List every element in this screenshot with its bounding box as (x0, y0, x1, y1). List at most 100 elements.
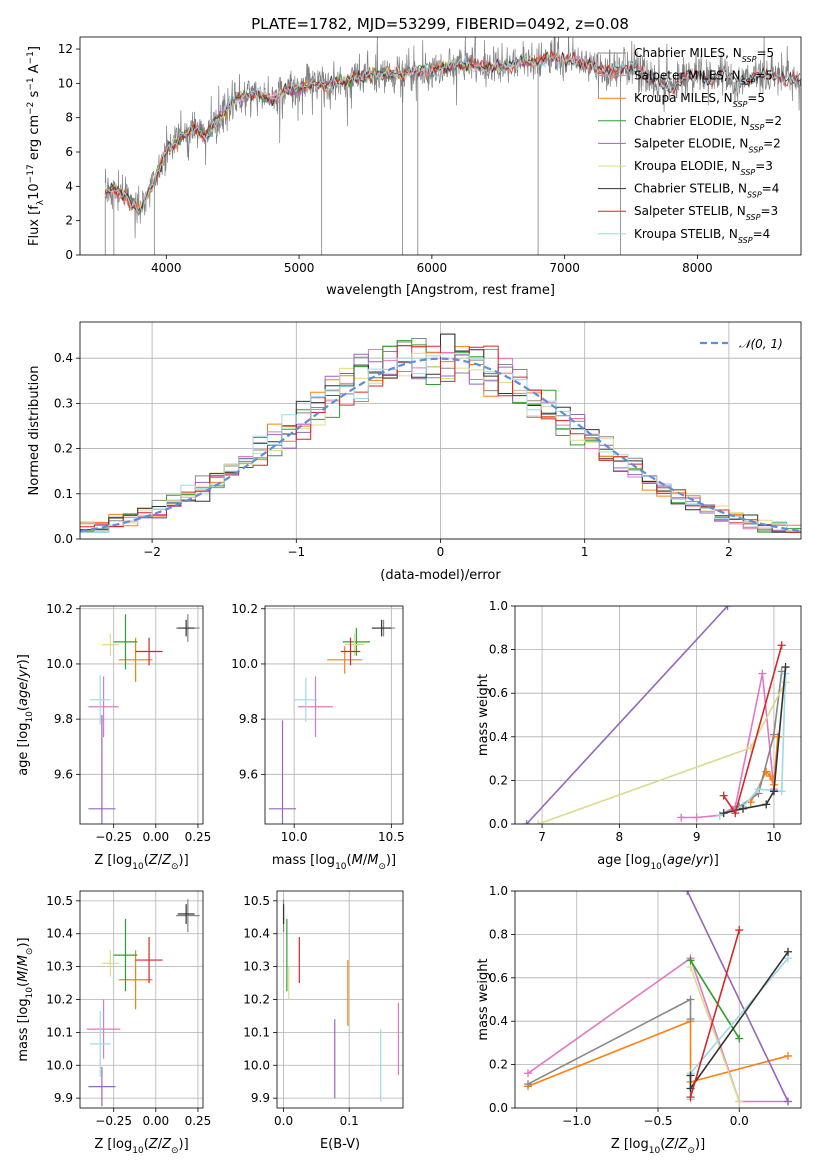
mass-vs-ebv-xtick-label: 0.0 (274, 1114, 293, 1128)
weight-marker (524, 1069, 532, 1078)
weight-marker (769, 730, 778, 739)
weight-vs-Z-axes: −1.0 −0.5 0.0 0.0 0.2 0.4 0.6 0.8 1.0 Z [log10(Z/… (476, 884, 802, 1156)
weight-vs-age-xtick-label: 9 (693, 830, 701, 844)
mass-vs-ebv-frame (276, 890, 404, 1109)
age-vs-Z-frame (79, 605, 204, 825)
weight-marker (739, 804, 748, 813)
spectrum-plot (104, 37, 801, 255)
mass-vs-Z-ylabel: mass [log10(M/M⊙)] (16, 937, 35, 1061)
mass-vs-Z-ytick-label: 10.0 (46, 1058, 73, 1072)
mass-vs-ebv-ytick-label: 10.0 (243, 1058, 270, 1072)
weight-vs-age-xtick-label: 8 (616, 830, 624, 844)
residuals-xtick-label: 1 (581, 545, 589, 559)
weight-marker (731, 809, 740, 818)
residual-legend-label: 𝒩(0, 1) (739, 337, 783, 351)
residuals-xtick-label: 0 (437, 545, 445, 559)
weight-marker (758, 669, 767, 678)
weight-marker (683, 891, 692, 895)
weight-vs-Z-frame (514, 890, 802, 1109)
mass-vs-Z-xtick-label: 0.00 (142, 1114, 169, 1128)
weight-vs-age-frame (514, 605, 802, 825)
weight-marker (677, 813, 686, 822)
residuals-plot (80, 333, 801, 533)
weight-marker (524, 1080, 532, 1089)
mass-vs-Z-ytick-label: 9.9 (54, 1091, 73, 1105)
age-vs-mass-ytick-label: 9.8 (239, 712, 258, 726)
legend-label: Chabrier STELIB, NSSP=4 (634, 182, 779, 200)
spectrum-xlabel: wavelength [Angstrom, rest frame] (326, 283, 555, 298)
model-fit-line (104, 52, 801, 215)
age-vs-Z-xtick-label: 0.25 (185, 830, 212, 844)
weight-marker (769, 787, 778, 796)
weight-vs-age-ytick-label: 0.6 (489, 686, 508, 700)
residuals-xtick-label: 2 (725, 545, 733, 559)
age-vs-Z-ytick-label: 9.8 (54, 712, 73, 726)
spectrum-legend: Chabrier MILES, NSSP=5 Salpeter MILES, NS… (598, 46, 782, 244)
mass-vs-Z-ytick-label: 10.4 (46, 927, 73, 941)
age-vs-mass-ytick-label: 10.0 (231, 657, 258, 671)
spectrum-frame (79, 36, 802, 256)
weight-marker (692, 813, 701, 822)
residual-histogram (80, 353, 801, 533)
legend-label: Chabrier ELODIE, NSSP=2 (634, 114, 782, 132)
weight-line (689, 929, 741, 1098)
weight-vs-Z-xlabel: Z [log10(Z/Z⊙)] (611, 1137, 705, 1156)
age-vs-mass-xlabel: mass [log10(M/M⊙)] (272, 853, 396, 872)
age-vs-Z-xlabel: Z [log10(Z/Z⊙)] (94, 853, 188, 872)
spectrum-ytick-label: 10 (58, 76, 73, 90)
mass-vs-ebv-axes: 0.0 0.1 9.9 10.0 10.1 10.2 10.3 10.4 10.5 (243, 890, 404, 1128)
age-vs-Z-ylabel: age [log10(age/yr)] (16, 654, 35, 776)
weight-vs-age-axes: 7 8 9 10 0.0 0.2 0.4 0.6 0.8 1.0 age [log10(age/yr… (476, 599, 802, 872)
mass-vs-Z-xtick-label: 0.25 (185, 1114, 212, 1128)
legend-label: Salpeter MILES, NSSP=5 (634, 69, 773, 87)
mass-vs-Z-ytick-label: 10.3 (46, 960, 73, 974)
legend-label: Kroupa MILES, NSSP=5 (634, 91, 765, 109)
age-vs-Z-axes: −0.25 0.00 0.25 9.6 9.8 10.0 10.2 Z [log10(Z/Z⊙… (16, 602, 212, 872)
weight-marker (735, 1097, 744, 1106)
mass-vs-ebv-plot (282, 899, 400, 1102)
weight-marker (754, 785, 763, 794)
mass-vs-ebv-ytick-label: 10.2 (243, 993, 270, 1007)
spectrum-ytick-label: 0 (65, 248, 73, 262)
weight-vs-age-ytick-label: 0.8 (489, 643, 508, 657)
spectrum-ytick-label: 12 (58, 42, 73, 56)
weight-marker (735, 926, 744, 935)
residuals-xtick-label: −2 (143, 545, 161, 559)
spectrum-ytick-label: 4 (65, 179, 73, 193)
age-vs-Z-ytick-label: 10.2 (46, 602, 73, 616)
weight-marker (686, 1093, 695, 1102)
ebv-xlabel: E(B-V) (320, 1137, 360, 1152)
legend-label: Salpeter STELIB, NSSP=3 (634, 204, 778, 222)
legend-label: Chabrier MILES, NSSP=5 (634, 46, 774, 64)
weight-marker (777, 641, 786, 650)
weight-vs-Z-ytick-label: 0.4 (489, 1014, 508, 1028)
weight-vs-age-xtick-label: 7 (538, 830, 546, 844)
normal-curve (80, 357, 801, 533)
legend-label: Kroupa STELIB, NSSP=4 (634, 227, 770, 245)
weight-vs-age-ytick-label: 1.0 (489, 599, 508, 613)
mass-vs-Z-frame (79, 890, 204, 1109)
age-vs-mass-axes: 10.0 10.5 9.6 9.8 10.0 10.2 mass [log10(M/M⊙)] (231, 602, 404, 872)
weight-vs-age-xtick-label: 10 (766, 830, 781, 844)
spectrum-ytick-label: 8 (65, 111, 73, 125)
spectrum-xtick-label: 5000 (284, 261, 315, 275)
age-vs-mass-ytick-label: 10.2 (231, 602, 258, 616)
weight-marker (522, 820, 531, 824)
weight-marker (781, 663, 790, 672)
weight-marker (784, 1097, 792, 1106)
weight-marker (686, 1071, 695, 1080)
residuals-ytick-label: 0.3 (54, 396, 73, 410)
weight-marker (719, 809, 728, 818)
age-vs-Z-ytick-label: 9.6 (54, 767, 73, 781)
weight-vs-age-xlabel: age [log10(age/yr)] (597, 853, 719, 872)
residual-histogram (80, 345, 801, 533)
weight-line (689, 966, 741, 1102)
weight-vs-Z-xtick-label: −1.0 (562, 1114, 591, 1128)
age-vs-Z-xtick-label: 0.00 (142, 830, 169, 844)
weight-line (686, 891, 789, 1102)
spectrum-axes: 4000 5000 6000 7000 8000 0 2 4 6 8 10 12 Chabrier MI… (26, 36, 802, 298)
weight-vs-Z-ytick-label: 1.0 (489, 884, 508, 898)
mass-vs-Z-ytick-label: 10.2 (46, 993, 73, 1007)
weight-line (526, 606, 729, 824)
